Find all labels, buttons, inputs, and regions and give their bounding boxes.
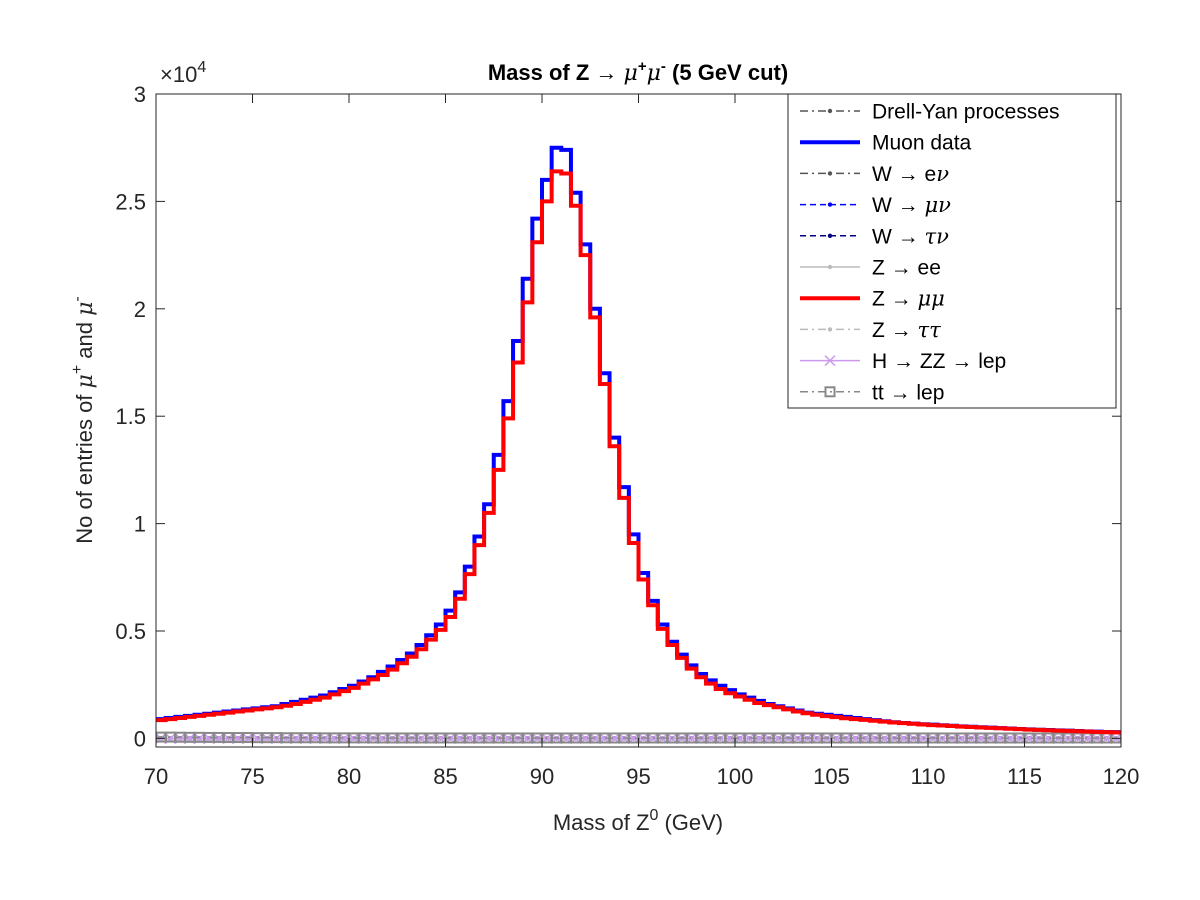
- y-tick-label: 3: [134, 82, 146, 107]
- legend-label: Z → μμ: [872, 287, 945, 311]
- x-tick-label: 100: [717, 764, 754, 789]
- legend-label-part: →: [898, 194, 925, 217]
- chart-title-part: (5 GeV cut): [666, 60, 788, 85]
- x-tick-label: 95: [626, 764, 650, 789]
- legend-label-part: Drell-Yan processes: [872, 101, 1060, 124]
- legend-label-part: Z: [872, 319, 891, 342]
- legend-label: H → ZZ → lep: [872, 350, 1006, 373]
- legend-label-part: W: [872, 194, 898, 217]
- x-axis-label-part: (GeV): [658, 810, 723, 835]
- y-axis-label-part: No of entries of: [72, 388, 97, 543]
- legend-label: Muon data: [872, 132, 972, 155]
- x-tick-label: 105: [813, 764, 850, 789]
- legend-label: W → μν: [872, 193, 951, 217]
- legend-label: W → eν: [872, 162, 949, 186]
- legend-marker: [828, 171, 832, 175]
- legend-label-part: μμ: [918, 287, 945, 311]
- legend-label: W → τν: [872, 224, 949, 248]
- legend-label-part: →: [891, 257, 918, 280]
- legend-label-part: e: [925, 163, 937, 186]
- x-axis-label-sup: 0: [649, 807, 658, 824]
- chart-title-part: Mass of Z: [488, 60, 596, 85]
- legend-label: tt → lep: [872, 381, 944, 404]
- chart-title-mu: μ: [624, 61, 638, 86]
- legend-label: Z → ee: [872, 257, 941, 280]
- legend-marker: [828, 265, 832, 269]
- y-axis-label-sup: -: [69, 296, 86, 301]
- legend-label-part: →: [891, 288, 918, 311]
- legend-label-part: ττ: [918, 318, 942, 342]
- y-tick-label: 0.5: [115, 619, 146, 644]
- legend-label-part: μν: [925, 193, 952, 217]
- y-tick-label: 0: [134, 726, 146, 751]
- legend-marker: [828, 327, 832, 331]
- y-multiplier-base: ×10: [160, 62, 197, 87]
- y-axis-label-sup: +: [69, 365, 86, 374]
- legend-label-part: Z: [872, 288, 891, 311]
- legend-label-part: lep: [978, 350, 1006, 373]
- legend-label-part: τν: [925, 224, 950, 248]
- legend-label-part: ν: [936, 162, 949, 186]
- y-tick-label: 2.5: [115, 189, 146, 214]
- y-tick-label: 1: [134, 512, 146, 537]
- legend-label-part: W: [872, 163, 898, 186]
- legend-marker: [828, 109, 832, 113]
- chart-title-mu: μ: [647, 61, 661, 86]
- legend-label-part: ee: [918, 257, 941, 280]
- legend-marker: [828, 234, 832, 238]
- legend-label-part: tt: [872, 381, 890, 404]
- x-axis-label: Mass of Z0 (GeV): [553, 807, 723, 835]
- legend-label-part: Z: [872, 257, 891, 280]
- y-axis-label-mu: μ: [73, 374, 98, 388]
- chart-title-sup-plus: +: [638, 58, 647, 75]
- x-tick-label: 85: [433, 764, 457, 789]
- x-tick-label: 120: [1103, 764, 1140, 789]
- y-axis-label-mu: μ: [73, 302, 98, 316]
- x-tick-label: 110: [910, 764, 945, 789]
- legend-label-part: H: [872, 350, 893, 373]
- legend-label-part: lep: [916, 381, 944, 404]
- legend-label-part: →: [898, 225, 925, 248]
- legend-label-part: →: [951, 350, 978, 373]
- y-axis-label: No of entries of μ+ and μ-: [69, 296, 98, 544]
- legend-label-part: →: [898, 163, 925, 186]
- x-axis-label-part: Mass of Z: [553, 810, 650, 835]
- legend-label-part: W: [872, 225, 898, 248]
- y-axis-label-part: and: [72, 316, 97, 365]
- x-tick-label: 70: [144, 764, 168, 789]
- y-tick-label: 1.5: [115, 404, 146, 429]
- x-tick-label: 75: [240, 764, 264, 789]
- y-multiplier-exponent: 4: [197, 59, 206, 76]
- legend-label: Drell-Yan processes: [872, 101, 1060, 124]
- legend-label-part: →: [891, 319, 918, 342]
- x-tick-label: 80: [337, 764, 361, 789]
- legend-label: Z → ττ: [872, 318, 941, 342]
- legend-label-part: →: [893, 350, 920, 373]
- legend-label-part: →: [890, 381, 917, 404]
- legend-label-part: Muon data: [872, 132, 972, 155]
- x-tick-label: 115: [1007, 764, 1042, 789]
- chart-title-arrow: →: [595, 60, 623, 85]
- legend-marker: [828, 202, 832, 206]
- x-tick-label: 90: [530, 764, 554, 789]
- legend-label-part: ZZ: [920, 350, 952, 373]
- y-tick-label: 2: [134, 297, 146, 322]
